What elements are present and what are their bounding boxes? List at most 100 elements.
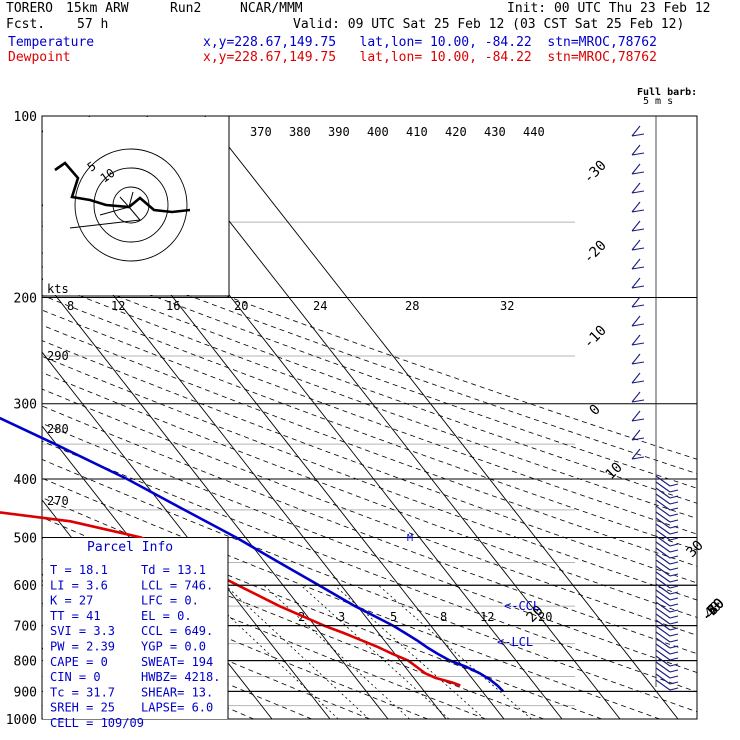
kts-label: kts [47, 282, 69, 296]
pressure-tick-label: 800 [14, 655, 37, 670]
model-name: TORERO [6, 1, 53, 16]
parcel-info-value: EL = 0. [141, 609, 192, 623]
wind-barb [655, 643, 679, 655]
mixing-ratio-line [300, 584, 450, 719]
wind-barb [631, 372, 645, 384]
dry-adiabat [42, 580, 370, 719]
wind-barb [631, 144, 645, 156]
wind-barb [655, 517, 679, 529]
wind-barb [655, 565, 679, 577]
dewpoint-profile [0, 511, 461, 687]
parcel-info-value: HWBZ= 4218. [141, 670, 220, 684]
legend-dewpoint: Dewpoint [8, 50, 71, 65]
parcel-info-value: TT = 41 [50, 609, 101, 623]
hodograph-ring [74, 148, 188, 262]
parcel-info-value: CIN = 0 [50, 670, 101, 684]
parcel-info-title: Parcel Info [87, 540, 173, 555]
hodograph [54, 148, 191, 262]
theta-label: 380 [289, 125, 311, 139]
parcel-info-background [43, 538, 228, 719]
wind-barb [655, 505, 679, 517]
storm-motion-vector [69, 191, 141, 229]
parcel-info-value: LI = 3.6 [50, 578, 108, 592]
wind-barb [631, 220, 645, 232]
parcel-info-value: YGP = 0.0 [141, 640, 206, 654]
wind-barbs [631, 116, 679, 691]
dry-adiabat-label: 270 [47, 494, 69, 508]
mixing-ratio-label: 20 [538, 610, 552, 624]
hodograph-speed-label: 32 [500, 299, 514, 313]
wind-barb [655, 541, 679, 553]
parcel-info-value: SREH = 25 [50, 701, 115, 715]
dry-adiabat [42, 459, 697, 713]
model-resolution: 15km ARW [66, 1, 129, 16]
isotherm [42, 351, 331, 719]
hodograph-speed-label: 16 [166, 299, 180, 313]
wind-barb [655, 601, 679, 613]
lcl-marker: <-LCL [497, 635, 533, 649]
pressure-tick-label: 900 [14, 685, 37, 700]
wind-barb [655, 619, 679, 631]
wind-barb [655, 553, 679, 565]
pressure-tick-label: 400 [14, 473, 37, 488]
mixing-ratio-line [225, 584, 370, 719]
wind-barb [655, 577, 679, 589]
wind-barb [655, 481, 679, 493]
wind-barb [655, 571, 679, 583]
mixing-ratio-line [378, 584, 532, 719]
wind-barb [655, 589, 679, 601]
wind-barb [655, 673, 679, 685]
wind-barb [655, 535, 679, 547]
legend-temperature: Temperature [8, 35, 95, 50]
parcel-info-value: LFC = 0. [141, 594, 199, 608]
pressure-tick-label: 300 [14, 398, 37, 413]
wind-barb [631, 334, 645, 346]
hodograph-trace [54, 161, 191, 214]
wind-barb [631, 277, 645, 289]
wind-barb [655, 607, 679, 619]
parcel-info-value: Tc = 31.7 [50, 685, 115, 699]
mixing-ratio-label: 3 [338, 610, 345, 624]
wind-barb [655, 499, 679, 511]
wind-barb [655, 475, 679, 487]
wind-barb [655, 493, 679, 505]
wind-barb [655, 667, 679, 679]
wind-barb [631, 315, 645, 327]
wind-barb [631, 296, 645, 308]
pressure-tick-label: 700 [14, 620, 37, 635]
dry-adiabat-label: 290 [47, 349, 69, 363]
mixing-ratio-label: 12 [480, 610, 494, 624]
pressure-tick-label: 600 [14, 579, 37, 594]
theta-label: 410 [406, 125, 428, 139]
dry-adiabat [42, 477, 660, 719]
wind-barb [631, 448, 645, 460]
isotherm-label: -30 [581, 158, 610, 187]
theta-label: 390 [328, 125, 350, 139]
isotherm-label: -10 [581, 323, 610, 352]
forecast-hours: 57 h [77, 17, 109, 32]
wind-barb [655, 655, 679, 667]
wind-barb [655, 679, 679, 691]
parcel-marker: M [407, 533, 413, 544]
plot-border [41, 115, 698, 720]
hodograph-background [43, 117, 229, 295]
ccl-marker: <-CCL [504, 599, 540, 613]
parcel-info-value: LCL = 746. [141, 578, 213, 592]
wind-barb [631, 125, 645, 137]
init-time: Init: 00 UTC Thu 23 Feb 12 [507, 1, 711, 16]
valid-time: Valid: 09 UTC Sat 25 Feb 12 (03 CST Sat … [293, 17, 685, 32]
theta-label: 420 [445, 125, 467, 139]
pressure-tick-label: 1000 [6, 713, 37, 728]
wind-barb [655, 547, 679, 559]
wind-barb [631, 201, 645, 213]
wind-barb [631, 429, 645, 441]
mixing-ratio-line [334, 584, 485, 719]
parcel-info-value: LAPSE= 6.0 [141, 701, 213, 715]
wind-barb [655, 487, 679, 499]
hodograph-speed-label: 8 [67, 299, 74, 313]
theta-label: 370 [250, 125, 272, 139]
parcel-info-value: CAPE = 0 [50, 655, 108, 669]
wind-barb [631, 163, 645, 175]
